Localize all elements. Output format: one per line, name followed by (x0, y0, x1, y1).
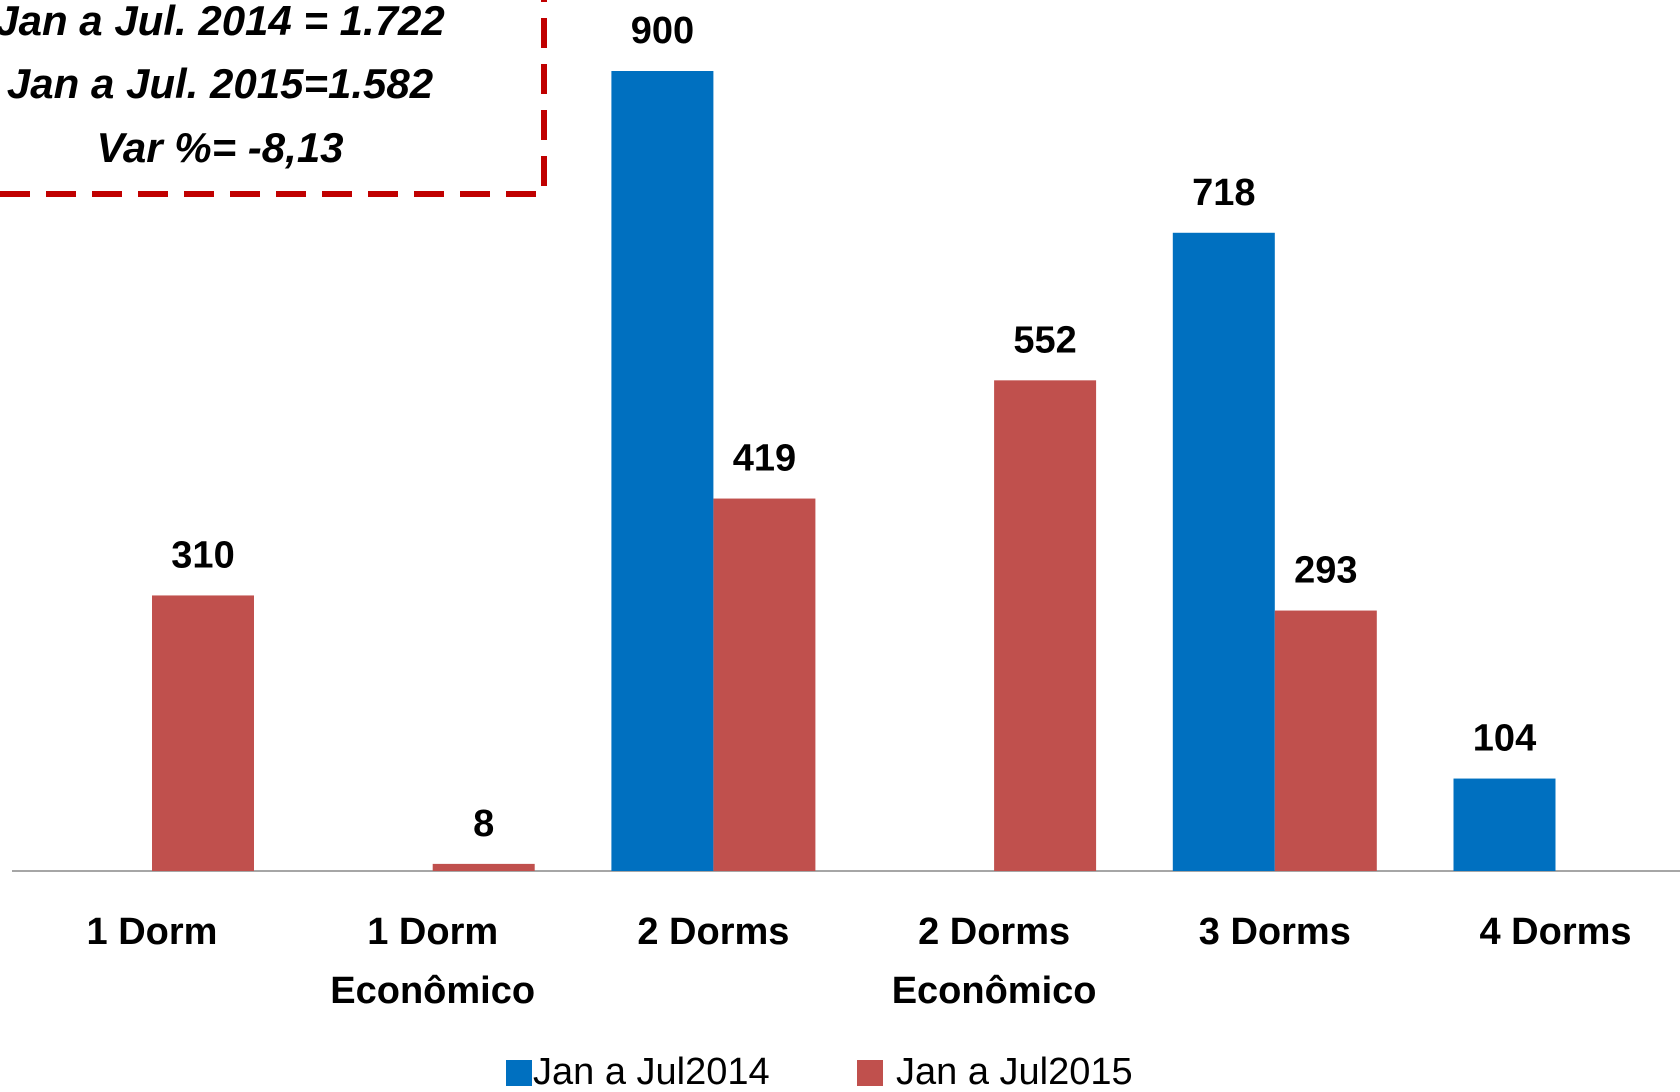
data-label: 419 (733, 438, 796, 480)
bar (994, 380, 1097, 871)
x-tick-label: 1 Dorm (87, 911, 218, 953)
annotation: Var %= -8,13 (96, 124, 343, 171)
annotation-box (0, 0, 547, 197)
x-tick-label: 3 Dorms (1199, 911, 1351, 953)
bar (152, 595, 254, 871)
legend-label: Jan a Jul2014 (533, 1051, 770, 1092)
bar (713, 498, 816, 871)
data-label: 718 (1192, 172, 1255, 214)
annotation: Jan a Jul. 2014 = 1.722 (0, 0, 445, 44)
bar (432, 863, 535, 871)
x-tick-label: 2 Dorms Econômico (892, 911, 1097, 1012)
data-label: 310 (171, 534, 234, 576)
annotation: Jan a Jul. 2015=1.582 (7, 60, 433, 107)
data-label: 900 (631, 10, 694, 52)
bar (1172, 232, 1275, 871)
data-label: 293 (1294, 550, 1357, 592)
data-label: 552 (1013, 319, 1076, 361)
x-tick-label: 4 Dorms (1479, 911, 1631, 953)
bar (611, 71, 714, 871)
x-tick-label: 1 Dorm Econômico (330, 911, 535, 1012)
data-label: 8 (473, 803, 494, 845)
x-tick-label: 2 Dorms (637, 911, 789, 953)
legend-label: Jan a Jul2015 (896, 1051, 1133, 1092)
legend-swatch (857, 1060, 883, 1086)
bar (1274, 610, 1377, 871)
data-label: 104 (1473, 718, 1536, 760)
bar (1453, 778, 1556, 871)
legend-swatch (506, 1060, 532, 1086)
